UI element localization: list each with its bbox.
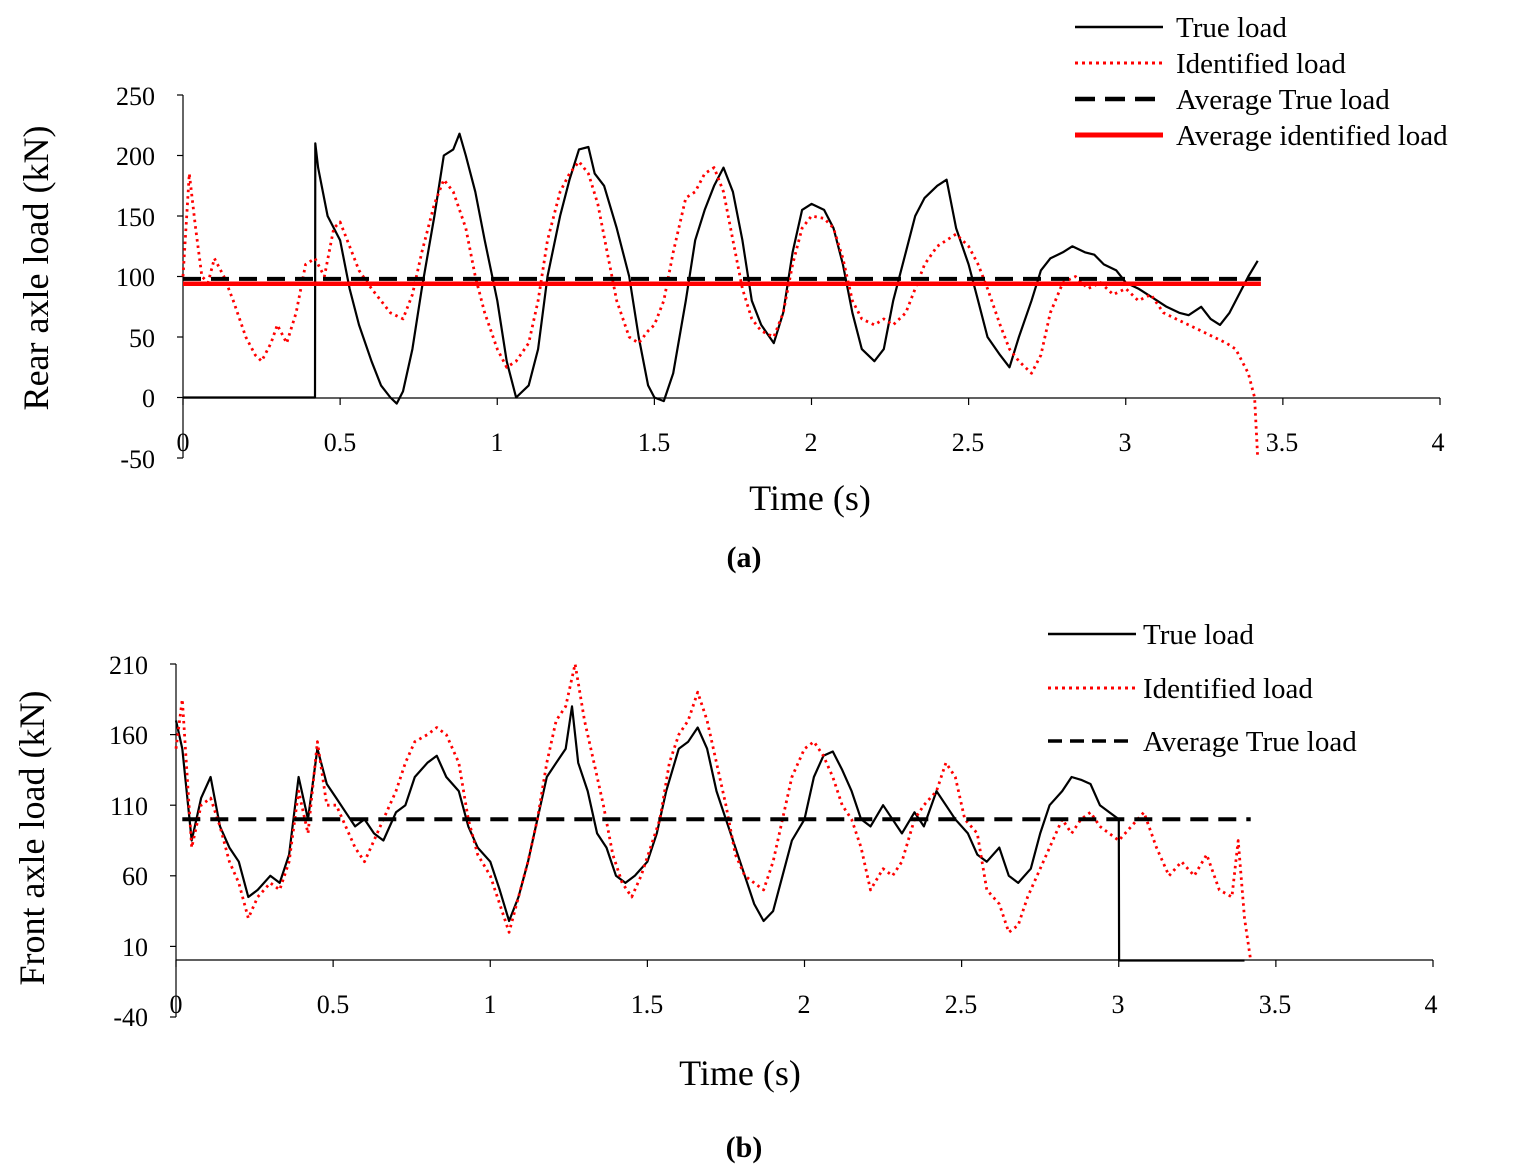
y-tick-label: 210 — [109, 651, 148, 680]
series-identified-load — [174, 662, 1253, 961]
y-tick-label: 110 — [110, 792, 148, 821]
legend-label: Average identified load — [1176, 120, 1448, 152]
x-tick-label: 0 — [170, 990, 183, 1019]
panel-label: (a) — [727, 541, 762, 574]
legend-label: Average True load — [1143, 726, 1357, 758]
x-tick-label: 0 — [177, 428, 190, 457]
y-tick-label: 0 — [142, 384, 155, 413]
x-tick-label: 1 — [491, 428, 504, 457]
series-true-load — [174, 705, 1245, 962]
x-tick-label: 2 — [798, 990, 811, 1019]
x-tick-label: 3.5 — [1259, 990, 1292, 1019]
y-tick-marks — [177, 94, 183, 459]
y-tick-label: 10 — [122, 933, 148, 962]
legend-label: Identified load — [1143, 673, 1313, 705]
y-tick-marks — [170, 663, 176, 1018]
y-tick-label: 50 — [129, 324, 155, 353]
x-tick-label: 2 — [805, 428, 818, 457]
x-axis-title: Time (s) — [679, 1053, 801, 1093]
x-tick-label: 0.5 — [317, 990, 350, 1019]
y-tick-label: 160 — [109, 721, 148, 750]
x-tick-label: 3 — [1119, 428, 1132, 457]
y-tick-label: -50 — [120, 445, 155, 474]
x-tick-label: 2.5 — [945, 990, 978, 1019]
legend-label: Average True load — [1176, 84, 1390, 116]
panel-label: (b) — [726, 1131, 763, 1164]
x-tick-label: 4 — [1425, 990, 1438, 1019]
series-group — [174, 662, 1253, 962]
legend-label: True load — [1176, 12, 1287, 44]
x-tick-label: 1.5 — [638, 428, 671, 457]
y-tick-label: 150 — [116, 203, 155, 232]
x-tick-label: 1.5 — [631, 990, 664, 1019]
chart-front-axle: 210 160 110 60 10 -40 0 0.5 1 1.5 2 2.5 … — [12, 619, 1438, 1164]
x-tick-label: 3.5 — [1266, 428, 1299, 457]
legend: True load Identified load Average True l… — [1075, 12, 1448, 152]
series-true-load — [183, 132, 1259, 405]
y-tick-label: -40 — [113, 1003, 148, 1032]
legend: True load Identified load Average True l… — [1048, 619, 1357, 758]
chart-rear-axle: 250 200 150 100 50 0 -50 0 0.5 1 1.5 2 2… — [16, 12, 1448, 574]
series-identified-load — [181, 160, 1260, 459]
y-tick-label: 60 — [122, 862, 148, 891]
y-tick-label: 100 — [116, 263, 155, 292]
x-tick-marks — [182, 398, 1441, 405]
x-tick-label: 1 — [484, 990, 497, 1019]
x-tick-label: 0.5 — [324, 428, 357, 457]
x-axis-title: Time (s) — [749, 478, 871, 518]
y-tick-label: 250 — [116, 82, 155, 111]
legend-label: True load — [1143, 619, 1254, 651]
series-group — [181, 132, 1261, 459]
legend-label: Identified load — [1176, 48, 1346, 80]
y-tick-label: 200 — [116, 142, 155, 171]
x-tick-label: 4 — [1432, 428, 1445, 457]
x-tick-label: 2.5 — [952, 428, 985, 457]
x-tick-label: 3 — [1112, 990, 1125, 1019]
y-axis-title: Rear axle load (kN) — [16, 126, 56, 411]
y-axis-title: Front axle load (kN) — [12, 691, 52, 986]
